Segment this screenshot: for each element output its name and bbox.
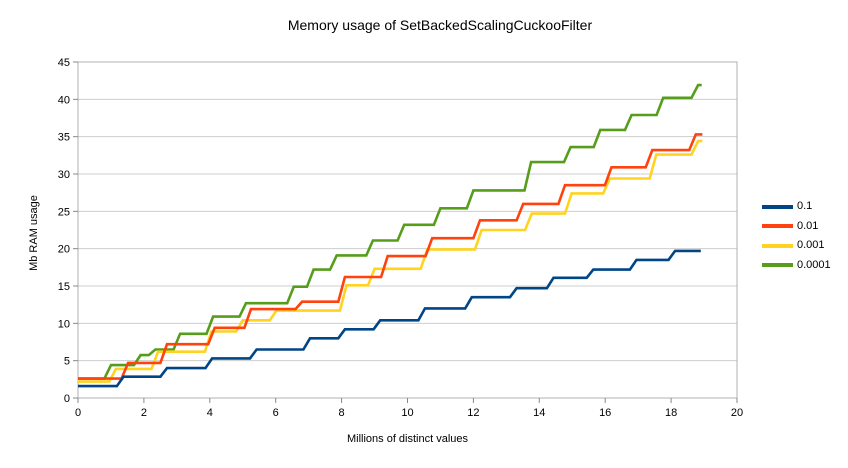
series-line-0.0001: [78, 83, 702, 380]
y-tick-label-35: 35: [58, 132, 70, 144]
y-tick-label-15: 15: [58, 281, 70, 293]
legend-swatch-0.001: [762, 243, 793, 248]
x-tick-label-10: 10: [401, 407, 413, 419]
legend: 0.1 0.01 0.001 0.0001: [762, 197, 831, 275]
y-tick-label-20: 20: [58, 244, 70, 256]
legend-swatch-0.01: [762, 224, 793, 229]
legend-item-0.01: 0.01: [762, 217, 831, 237]
y-tick-label-45: 45: [58, 57, 70, 69]
x-tick-label-0: 0: [75, 407, 81, 419]
y-tick-label-30: 30: [58, 169, 70, 181]
x-tick-label-6: 6: [273, 407, 279, 419]
chart-title: Memory usage of SetBackedScalingCuckooFi…: [287, 17, 593, 33]
x-tick-label-20: 20: [731, 407, 743, 419]
legend-item-0.0001: 0.0001: [762, 256, 831, 276]
plot-frame: [77, 61, 738, 399]
legend-label-0.01: 0.01: [797, 219, 819, 232]
series-line-0.01: [78, 133, 703, 380]
x-tick-label-18: 18: [665, 407, 677, 419]
y-tick-label-0: 0: [64, 393, 70, 405]
series-line-0.001: [78, 139, 703, 383]
y-tick-label-5: 5: [64, 356, 70, 368]
series-line-0.1: [78, 249, 701, 388]
x-tick-label-8: 8: [339, 407, 345, 419]
x-tick-label-16: 16: [599, 407, 611, 419]
y-tick-label-25: 25: [58, 206, 70, 218]
legend-label-0.0001: 0.0001: [797, 258, 831, 271]
legend-label-0.001: 0.001: [797, 239, 825, 252]
x-tick-label-4: 4: [207, 407, 213, 419]
y-tick-label-10: 10: [58, 318, 70, 330]
legend-swatch-0.1: [762, 204, 793, 209]
x-tick-label-14: 14: [533, 407, 545, 419]
legend-item-0.1: 0.1: [762, 197, 831, 217]
x-tick-label-2: 2: [141, 407, 147, 419]
legend-item-0.001: 0.001: [762, 236, 831, 256]
x-tick-label-12: 12: [467, 407, 479, 419]
y-tick-label-40: 40: [58, 94, 70, 106]
legend-label-0.1: 0.1: [797, 200, 813, 213]
legend-swatch-0.0001: [762, 263, 793, 268]
y-axis-title-text: Mb RAM usage: [28, 195, 40, 271]
x-axis-title: Millions of distinct values: [346, 433, 469, 445]
